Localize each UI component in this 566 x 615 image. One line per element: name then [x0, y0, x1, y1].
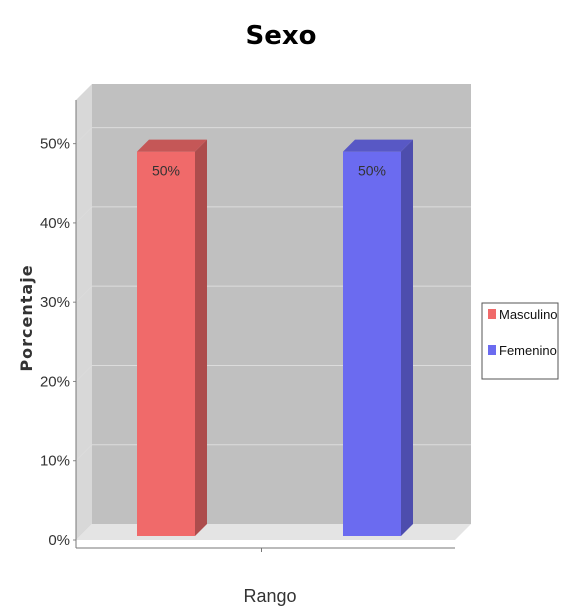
- bar-front: [343, 151, 401, 537]
- bars: 50% 50%: [137, 139, 413, 537]
- y-tick-label: 10%: [40, 453, 70, 470]
- bar-data-label: 50%: [152, 163, 180, 179]
- bar-top: [137, 139, 207, 152]
- y-tick-label: 0%: [48, 532, 70, 549]
- bar-top: [343, 139, 413, 152]
- plot-side-wall: [76, 84, 92, 540]
- y-tick-label: 40%: [40, 215, 70, 232]
- y-tick-label: 30%: [40, 294, 70, 311]
- y-axis-ticks: 0% 10% 20% 30% 40% 50%: [40, 136, 76, 549]
- y-tick-label: 20%: [40, 373, 70, 390]
- legend-entry: Femenino: [499, 343, 557, 358]
- legend-swatch: [488, 345, 496, 355]
- grid-line-side: [75, 444, 93, 462]
- legend-entry: Masculino: [499, 307, 558, 322]
- bar-data-label: 50%: [358, 163, 386, 179]
- bar-front: [137, 151, 195, 537]
- y-axis-label: Porcentaje: [17, 264, 36, 371]
- bar-side: [195, 139, 207, 537]
- legend-swatch: [488, 309, 496, 319]
- axes: [75, 100, 455, 552]
- chart-title: Sexo: [246, 21, 317, 51]
- x-axis-label: Rango: [243, 586, 296, 606]
- bar-side: [401, 139, 413, 537]
- bar-femenino: 50%: [343, 139, 413, 537]
- plot-floor: [76, 524, 471, 540]
- grid-line-side: [75, 365, 93, 382]
- bar-masculino: 50%: [137, 139, 207, 537]
- grid-line-side: [75, 206, 93, 224]
- grid-line-side: [75, 285, 93, 303]
- legend: Masculino Femenino: [481, 302, 559, 380]
- y-tick-label: 50%: [40, 136, 70, 153]
- grid-line-side: [75, 127, 93, 144]
